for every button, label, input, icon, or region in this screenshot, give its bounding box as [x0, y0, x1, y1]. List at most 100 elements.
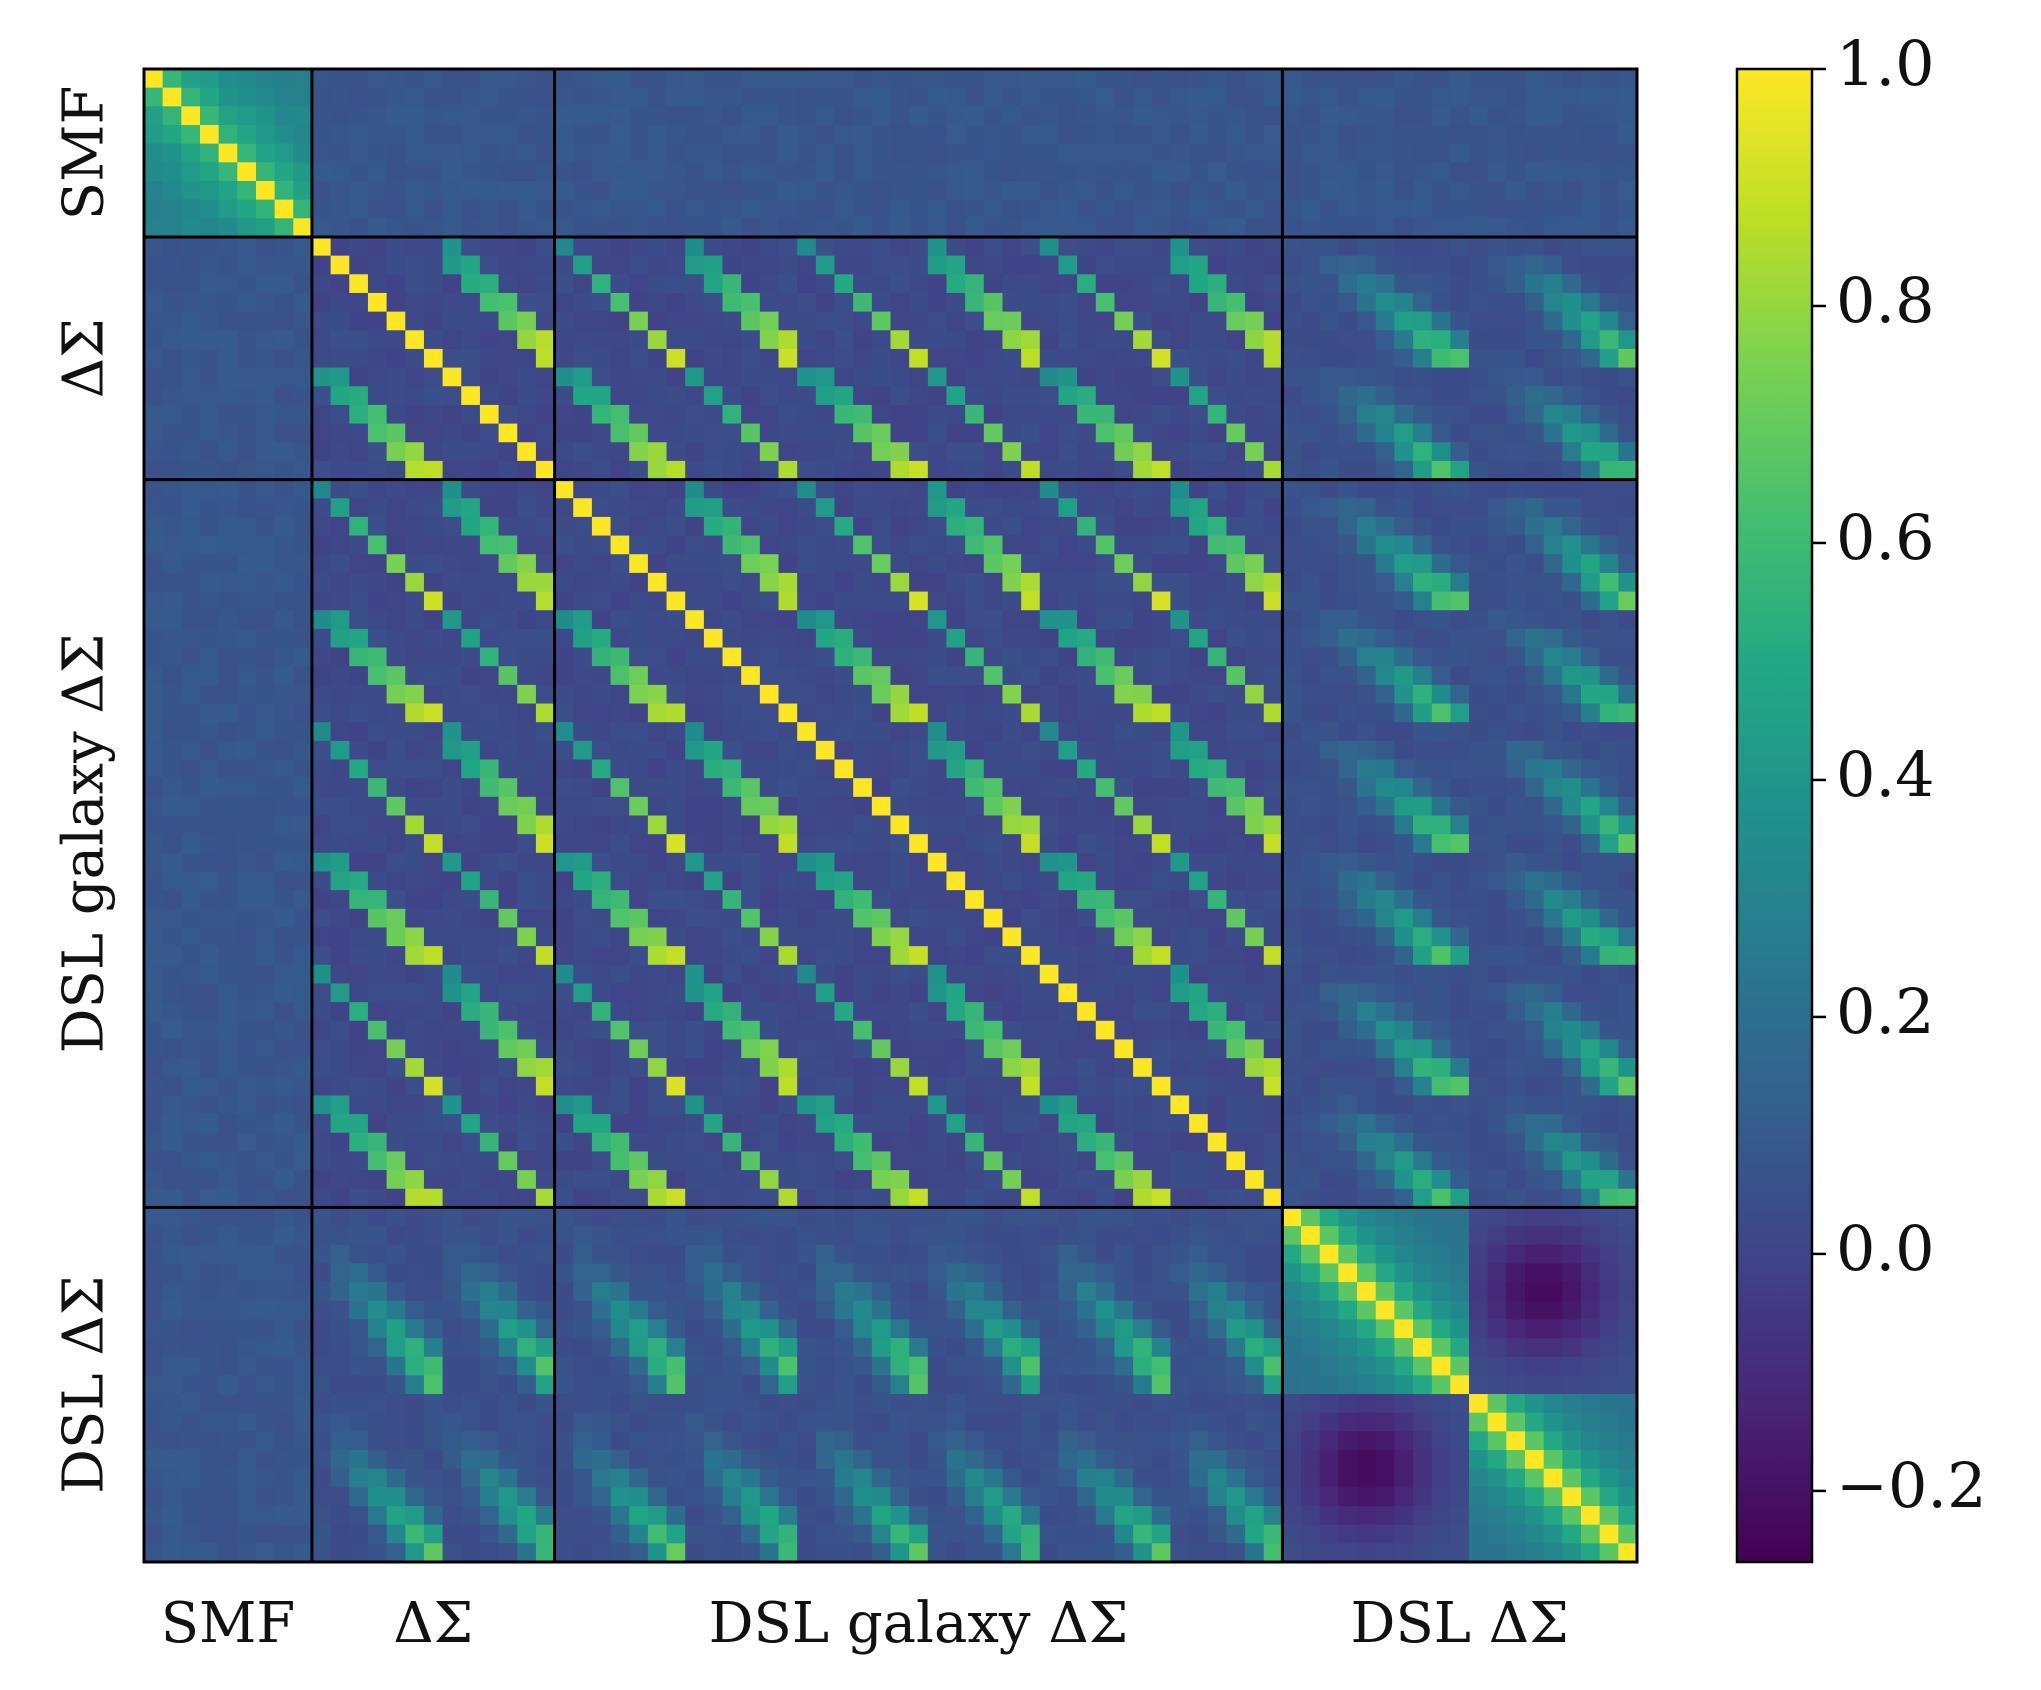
heatmap-cell: [405, 236, 425, 257]
heatmap-cell: [1077, 703, 1097, 723]
heatmap-cell: [442, 87, 462, 107]
heatmap-cell: [1431, 647, 1451, 667]
heatmap-cell: [423, 535, 444, 555]
heatmap-cell: [1375, 330, 1395, 350]
heatmap-cell: [349, 908, 369, 929]
heatmap-cell: [199, 927, 220, 947]
heatmap-cell: [1095, 87, 1116, 107]
heatmap-cell: [741, 1188, 761, 1209]
heatmap-cell: [1413, 1114, 1433, 1134]
heatmap-cell: [759, 180, 780, 201]
heatmap-cell: [1282, 1132, 1302, 1153]
heatmap-cell: [1207, 703, 1228, 723]
heatmap-cell: [1357, 610, 1377, 630]
heatmap-cell: [1525, 871, 1545, 891]
heatmap-cell: [1506, 871, 1526, 891]
heatmap-cell: [946, 535, 966, 555]
heatmap-cell: [871, 1020, 892, 1041]
heatmap-cell: [1077, 143, 1097, 163]
heatmap-cell: [1058, 572, 1078, 593]
heatmap-cell: [703, 87, 724, 107]
heatmap-cell: [386, 1020, 406, 1041]
heatmap-cell: [759, 628, 780, 649]
heatmap-cell: [1338, 628, 1358, 649]
heatmap-cell: [1151, 255, 1172, 275]
heatmap-cell: [1469, 834, 1489, 854]
heatmap-cell: [722, 1114, 742, 1134]
heatmap-cell: [778, 927, 798, 947]
heatmap-cell: [629, 162, 649, 182]
heatmap-cell: [218, 1114, 238, 1134]
heatmap-cell: [1039, 1095, 1060, 1115]
heatmap-cell: [1263, 479, 1284, 499]
heatmap-cell: [1226, 199, 1246, 219]
heatmap-cell: [834, 759, 854, 779]
heatmap-cell: [965, 572, 985, 593]
heatmap-cell: [1599, 852, 1619, 873]
heatmap-cell: [834, 628, 854, 649]
heatmap-cell: [181, 684, 201, 705]
heatmap-cell: [293, 852, 313, 873]
heatmap-cell: [1338, 591, 1358, 611]
heatmap-cell: [1450, 386, 1470, 406]
heatmap-cell: [479, 218, 500, 238]
heatmap-cell: [293, 908, 313, 929]
heatmap-cell: [498, 423, 518, 443]
heatmap-cell: [517, 516, 537, 537]
heatmap-cell: [722, 1095, 742, 1115]
heatmap-cell: [199, 1132, 220, 1153]
heatmap-cell: [1581, 628, 1601, 649]
heatmap-cell: [423, 1151, 444, 1171]
heatmap-cell: [162, 162, 182, 182]
heatmap-cell: [554, 946, 574, 966]
heatmap-cell: [367, 1132, 388, 1153]
heatmap-cell: [1263, 740, 1284, 761]
heatmap-cell: [461, 367, 481, 387]
heatmap-cell: [1226, 180, 1246, 201]
heatmap-cell: [1114, 1039, 1134, 1059]
heatmap-cell: [1039, 554, 1060, 574]
heatmap-cell: [778, 479, 798, 499]
heatmap-cell: [1170, 759, 1190, 779]
heatmap-cell: [162, 927, 182, 947]
heatmap-cell: [1114, 628, 1134, 649]
heatmap-cell: [1431, 423, 1451, 443]
heatmap-cell: [1413, 610, 1433, 630]
heatmap-cell: [1338, 572, 1358, 593]
heatmap-cell: [1338, 852, 1358, 873]
heatmap-cell: [573, 535, 593, 555]
heatmap-cell: [498, 778, 518, 798]
heatmap-cell: [1114, 292, 1134, 313]
heatmap-cell: [909, 1076, 929, 1097]
heatmap-cell: [647, 927, 668, 947]
heatmap-cell: [685, 796, 705, 817]
heatmap-cell: [1525, 1114, 1545, 1134]
heatmap-cell: [535, 1058, 556, 1078]
heatmap-cell: [815, 908, 836, 929]
heatmap-cell: [1114, 442, 1134, 462]
heatmap-cell: [330, 1114, 350, 1134]
heatmap-cell: [367, 554, 388, 574]
heatmap-cell: [1525, 740, 1545, 761]
heatmap-cell: [610, 1114, 630, 1134]
heatmap-cell: [591, 1170, 612, 1190]
heatmap-cell: [1151, 199, 1172, 219]
heatmap-cell: [311, 1020, 332, 1041]
heatmap-cell: [1599, 106, 1619, 126]
heatmap-cell: [1506, 572, 1526, 593]
heatmap-cell: [293, 367, 313, 387]
heatmap-cell: [1581, 386, 1601, 406]
heatmap-cell: [442, 703, 462, 723]
heatmap-cell: [685, 479, 705, 499]
heatmap-cell: [1394, 1002, 1414, 1022]
heatmap-cell: [386, 796, 406, 817]
heatmap-cell: [1170, 516, 1190, 537]
heatmap-cell: [199, 442, 220, 462]
heatmap-cell: [890, 1114, 910, 1134]
heatmap-cell: [610, 1002, 630, 1022]
heatmap-cell: [815, 386, 836, 406]
heatmap-cell: [1301, 834, 1321, 854]
heatmap-cell: [1095, 796, 1116, 817]
heatmap-cell: [1506, 684, 1526, 705]
heatmap-cell: [1301, 610, 1321, 630]
